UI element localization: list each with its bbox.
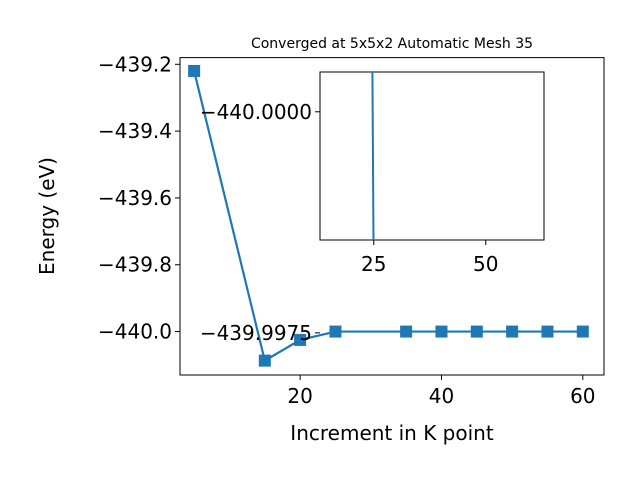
- chart-title: Converged at 5x5x2 Automatic Mesh 35: [251, 36, 533, 52]
- main-series-layer: [188, 64, 589, 367]
- x-axis-label: Increment in K point: [290, 421, 494, 445]
- y-axis-label: Energy (eV): [35, 157, 59, 275]
- main-data-point: [541, 325, 554, 338]
- main-data-point: [506, 325, 519, 338]
- inset-plot-frame: [319, 71, 545, 241]
- main-x-tick-label: 40: [429, 384, 454, 408]
- main-data-point: [294, 333, 307, 346]
- main-data-point: [576, 325, 589, 338]
- inset-x-tick-label: 50: [473, 252, 498, 276]
- inset-axis-ticks: 25 50 −440.0000 −439.9975: [200, 100, 499, 345]
- main-data-point: [329, 325, 342, 338]
- main-data-point: [435, 325, 448, 338]
- main-y-tick-label: −439.4: [98, 119, 172, 143]
- main-data-point: [258, 354, 271, 367]
- main-y-tick-label: −440.0: [98, 320, 172, 344]
- inset-y-tick-label: −440.0000: [200, 100, 312, 124]
- main-x-tick-label: 20: [287, 384, 312, 408]
- main-axis-ticks: 20 40 60 −439.2 −439.4 −439.6 −439.8 −440.0: [98, 52, 596, 408]
- inset-x-tick-label: 25: [361, 252, 386, 276]
- main-data-point: [400, 325, 413, 338]
- main-x-tick-label: 60: [570, 384, 595, 408]
- inset-y-tick-label: −439.9975: [200, 321, 312, 345]
- main-data-point: [188, 64, 201, 77]
- main-y-tick-label: −439.2: [98, 52, 172, 76]
- main-data-point: [470, 325, 483, 338]
- main-y-tick-label: −439.6: [98, 186, 172, 210]
- main-y-tick-label: −439.8: [98, 253, 172, 277]
- main-series-line: [193, 70, 583, 363]
